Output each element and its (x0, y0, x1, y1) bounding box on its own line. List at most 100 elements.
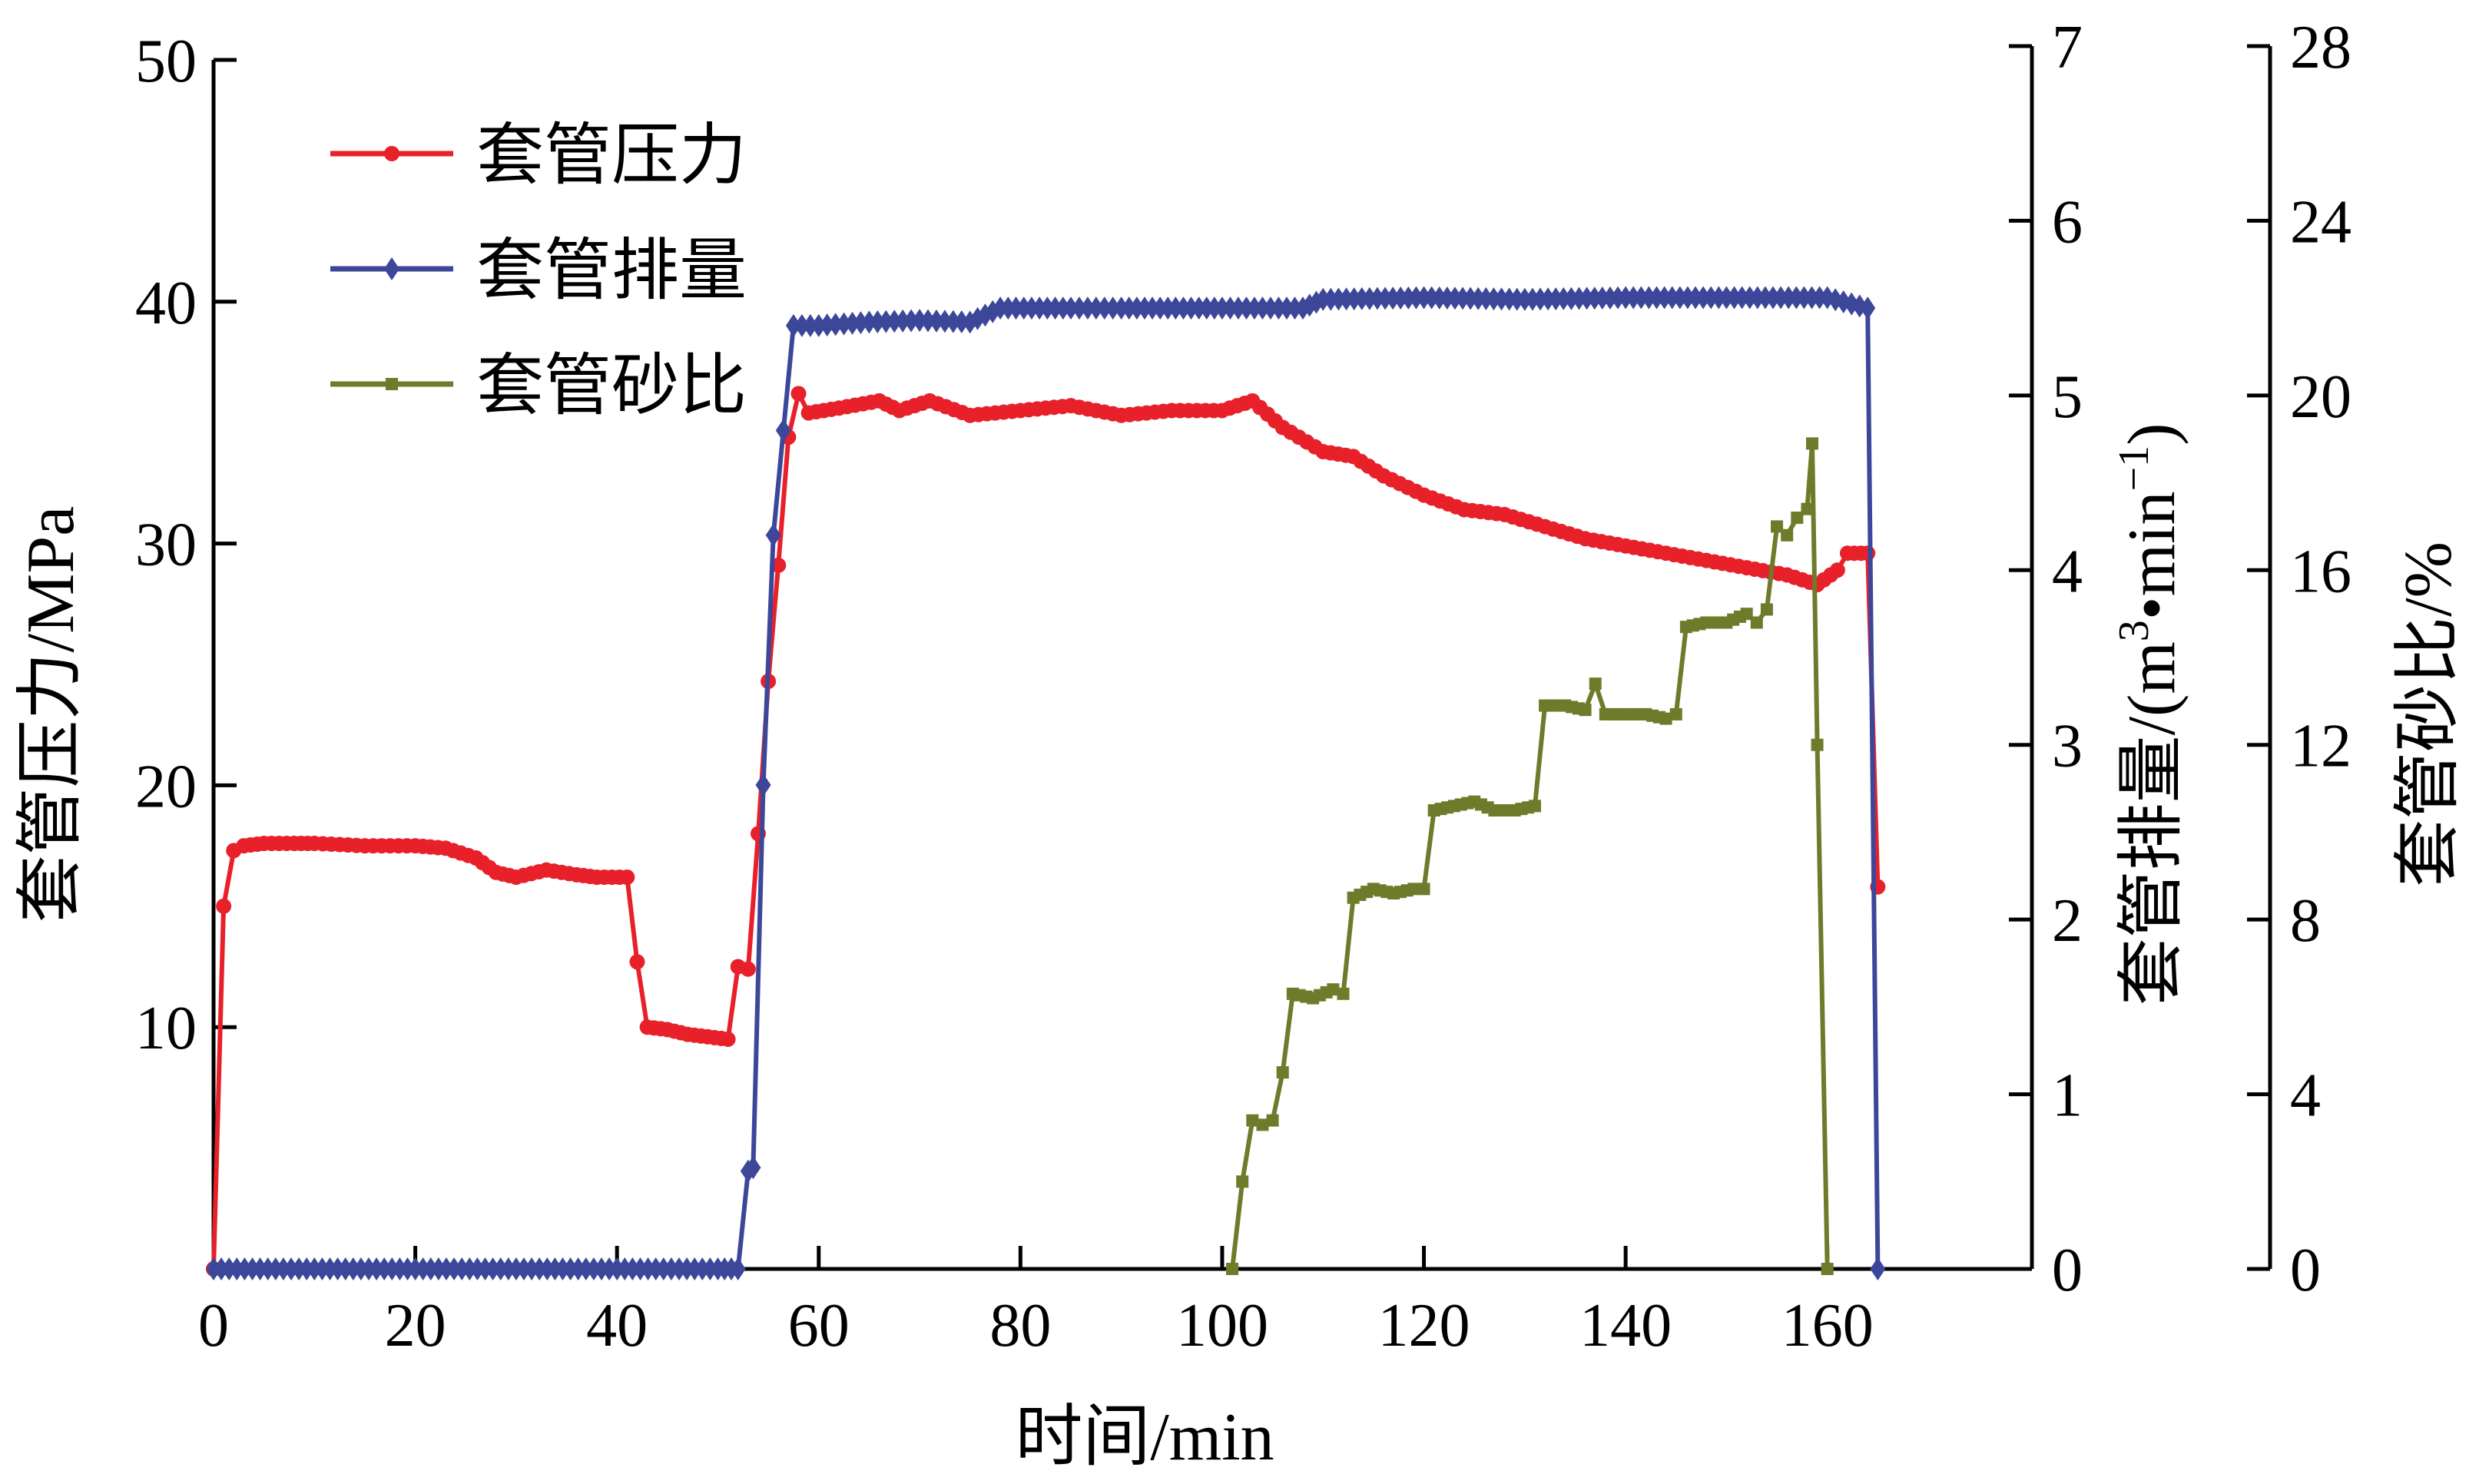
point-pressure (1829, 562, 1845, 578)
point-rate (730, 1257, 746, 1280)
point-rate (1254, 296, 1271, 320)
point-rate (1726, 286, 1742, 310)
point-sand (1256, 1118, 1269, 1131)
point-sand (1337, 987, 1350, 1000)
point-rate (547, 1257, 563, 1280)
point-rate (299, 1257, 315, 1280)
point-rate (953, 310, 969, 333)
point-rate (827, 313, 843, 336)
x-axis-title: 时间/min (1015, 1400, 1274, 1475)
point-rate (1206, 296, 1222, 320)
point-rate (1679, 286, 1695, 310)
point-rate (206, 1257, 221, 1280)
legend-label: 套管砂比 (476, 349, 747, 424)
y-tick-label-rate: 0 (2052, 1237, 2083, 1304)
point-sand (1417, 883, 1430, 896)
point-rate (578, 1257, 594, 1280)
point-rate (1618, 286, 1634, 310)
y-tick-label-rate: 4 (2052, 538, 2083, 605)
point-rate (993, 296, 1009, 320)
point-sand (1226, 1263, 1239, 1275)
series-rate (206, 286, 1886, 1280)
x-tick-label: 0 (198, 1292, 229, 1360)
point-rate (508, 1257, 524, 1280)
point-rate (283, 1257, 299, 1280)
point-rate (1047, 296, 1063, 320)
point-rate (1749, 286, 1765, 310)
point-sand (1528, 800, 1541, 813)
point-rate (237, 1257, 253, 1280)
point-rate (853, 311, 869, 335)
point-sand (1327, 983, 1340, 996)
point-rate (1113, 296, 1129, 320)
axes-group: 0 20 40 60 80 100 120 140 1601020304050012345670… (135, 14, 2351, 1360)
point-pressure (216, 898, 232, 914)
y-tick-label-sand: 0 (2290, 1237, 2321, 1304)
series-line-rate (214, 295, 1881, 1271)
point-rate (1032, 296, 1048, 320)
point-rate (275, 1257, 291, 1280)
y-axis-title-rate: 套管排量/(m3•min−1) (2110, 423, 2189, 1006)
x-tick-label: 20 (385, 1292, 446, 1360)
point-rate (1000, 296, 1016, 320)
point-rate (928, 309, 944, 333)
point-rate (446, 1257, 462, 1280)
series-group (206, 286, 1886, 1280)
point-rate (214, 1257, 230, 1280)
point-rate (1271, 296, 1287, 320)
y-tick-label-sand: 16 (2290, 538, 2351, 605)
y-tick-label-sand: 4 (2290, 1062, 2321, 1130)
y-axis-title-pressure: 套管压力/MPa (14, 506, 88, 923)
point-rate (322, 1257, 338, 1280)
point-rate (1238, 296, 1254, 320)
point-rate (765, 523, 781, 547)
point-rate (1870, 1257, 1886, 1280)
y-tick-label-sand: 8 (2290, 887, 2321, 955)
point-rate (1278, 296, 1294, 320)
point-rate (384, 1257, 400, 1280)
y-tick-label-pressure: 20 (135, 753, 197, 820)
point-rate (1664, 286, 1680, 310)
point-rate (1718, 286, 1735, 310)
point-rate (221, 1257, 237, 1280)
point-rate (745, 1156, 761, 1180)
point-rate (369, 1257, 385, 1280)
point-rate (337, 1257, 353, 1280)
x-tick-label: 120 (1378, 1292, 1470, 1360)
point-rate (1039, 296, 1056, 320)
point-rate (1742, 286, 1758, 310)
point-rate (878, 310, 894, 333)
point-rate (1773, 286, 1789, 310)
point-rate (229, 1257, 245, 1280)
point-rate (648, 1257, 664, 1280)
rate-title-mid: •min (2115, 491, 2189, 620)
point-rate (671, 1257, 687, 1280)
rate-title-sup2: −1 (2110, 446, 2158, 492)
legend-item-rate: 套管排量 (330, 234, 747, 309)
point-rate (1804, 286, 1820, 310)
point-rate (870, 310, 886, 333)
legend-label: 套管排量 (476, 234, 747, 309)
y-tick-label-pressure: 30 (135, 512, 197, 579)
rate-title-main: 套管排量/(m (2115, 641, 2189, 1005)
point-rate (1633, 286, 1649, 310)
point-rate (1230, 296, 1246, 320)
x-tick-label: 40 (586, 1292, 648, 1360)
x-tick-label: 100 (1176, 1292, 1268, 1360)
point-rate (399, 1257, 416, 1280)
point-rate (1765, 286, 1781, 310)
point-rate (307, 1257, 323, 1280)
point-rate (617, 1257, 633, 1280)
point-sand (1669, 707, 1682, 720)
point-sand (1579, 704, 1592, 717)
point-rate (570, 1257, 586, 1280)
y-tick-label-rate: 5 (2052, 363, 2083, 431)
point-rate (1214, 296, 1230, 320)
point-rate (454, 1257, 470, 1280)
axis-titles: 时间/min 套管压力/MPa 套管排量/(m3•min−1) 套管砂比/% (14, 423, 2466, 1475)
point-rate (687, 1257, 703, 1280)
point-rate (492, 1257, 509, 1280)
point-rate (532, 1257, 548, 1280)
point-rate (702, 1257, 718, 1280)
point-rate (1757, 286, 1773, 310)
